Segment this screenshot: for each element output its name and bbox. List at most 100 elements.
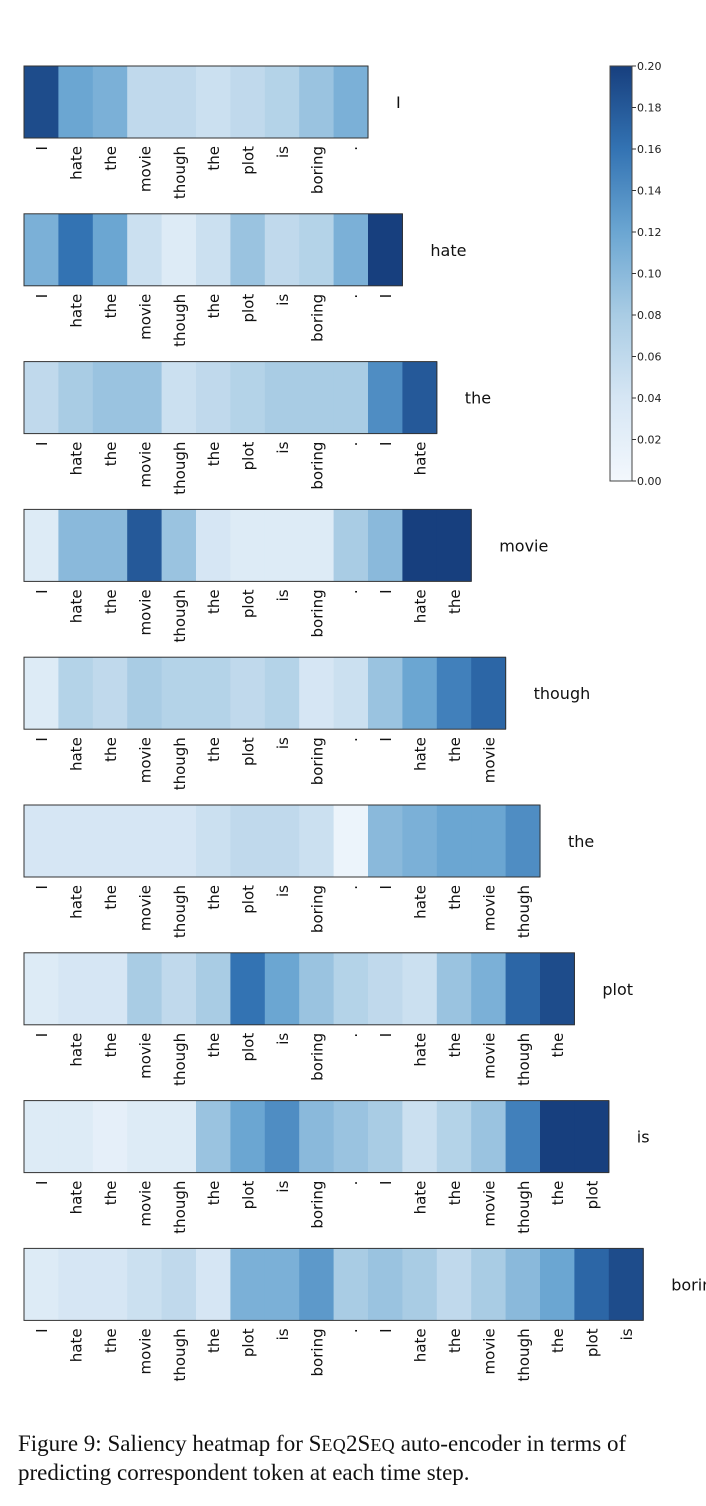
heatmap-cell: [299, 1248, 335, 1321]
source-token-label: the: [446, 1181, 464, 1206]
heatmap-row-frame: [23, 656, 507, 730]
source-token-label: boring: [308, 294, 326, 342]
heatmap-row-frame: [23, 213, 403, 287]
heatmap-cell: [264, 805, 300, 877]
colorbar-tick-label: 0.20: [637, 60, 662, 73]
heatmap-cell: [368, 361, 403, 434]
heatmap-cell: [58, 805, 94, 877]
source-token-label: the: [102, 885, 120, 910]
source-token-label: hate: [412, 1033, 430, 1067]
source-token-label: movie: [136, 442, 154, 488]
heatmap-cell: [161, 1248, 197, 1321]
heatmap-row-frame: [23, 952, 575, 1026]
source-token-label: though: [515, 1033, 533, 1086]
heatmap-cell: [127, 509, 163, 582]
source-token-label: the: [102, 294, 120, 319]
source-token-label: boring: [308, 589, 326, 637]
heatmap-cell: [299, 66, 335, 138]
source-token-label: hate: [412, 1181, 430, 1215]
heatmap-cell: [161, 361, 197, 434]
source-token-label: though: [171, 146, 189, 199]
caption-model-part: 2S: [346, 1431, 371, 1456]
source-token-label: .: [343, 885, 361, 890]
source-token-label: hate: [68, 1181, 86, 1215]
heatmap-cell: [24, 66, 59, 138]
colorbar-tick-label: 0.16: [637, 143, 662, 156]
source-token-label: the: [205, 737, 223, 762]
source-token-label: hate: [68, 885, 86, 919]
heatmap-cell: [299, 509, 335, 582]
source-token-label: though: [515, 1181, 533, 1234]
source-token-label: the: [205, 442, 223, 467]
heatmap-cell: [127, 657, 163, 730]
target-token-label: boring: [671, 1275, 706, 1294]
heatmap-cell: [196, 657, 231, 730]
heatmap-cell: [574, 1100, 610, 1173]
target-token-label: the: [465, 389, 491, 408]
source-token-label: I: [33, 1033, 51, 1037]
heatmap-cell: [127, 1248, 163, 1321]
heatmap-cell: [436, 952, 472, 1025]
source-token-label: the: [205, 885, 223, 910]
source-token-label: hate: [68, 294, 86, 328]
source-token-label: though: [515, 885, 533, 938]
heatmap-cell: [574, 1248, 610, 1321]
source-token-label: is: [274, 589, 292, 601]
heatmap-cell: [24, 1248, 59, 1321]
heatmap-cell: [161, 66, 197, 138]
heatmap-cell: [505, 1248, 541, 1321]
heatmap-row-frame: [23, 1100, 610, 1174]
source-token-label: movie: [136, 146, 154, 192]
source-token-label: hate: [412, 1328, 430, 1362]
heatmap-cell: [368, 509, 403, 582]
source-token-label: hate: [68, 737, 86, 771]
source-token-label: is: [274, 1180, 292, 1192]
heatmap-cell: [24, 213, 59, 286]
heatmap-cell: [196, 805, 231, 877]
caption-model-part: S: [308, 1431, 322, 1456]
source-token-label: I: [377, 737, 395, 741]
target-token-label: the: [568, 832, 594, 851]
source-token-label: plot: [584, 1180, 602, 1209]
heatmap-cell: [333, 361, 369, 434]
source-token-label: I: [377, 589, 395, 593]
heatmap-cell: [127, 1100, 163, 1173]
source-token-label: hate: [412, 442, 430, 476]
source-token-label: the: [205, 1033, 223, 1058]
heatmap-cell: [608, 1248, 644, 1321]
heatmap-cell: [264, 66, 300, 138]
heatmap-cell: [230, 1100, 266, 1173]
heatmap-cell: [436, 657, 472, 730]
source-token-label: the: [205, 589, 223, 614]
source-token-label: the: [102, 1181, 120, 1206]
source-token-label: the: [205, 1181, 223, 1206]
source-token-label: movie: [136, 1328, 154, 1374]
source-token-label: boring: [308, 1181, 326, 1229]
heatmap-cell: [368, 805, 403, 877]
heatmap-cell: [196, 1100, 231, 1173]
source-token-label: plot: [240, 1033, 258, 1062]
source-token-label: is: [274, 146, 292, 158]
source-token-label: though: [515, 1328, 533, 1381]
source-token-label: the: [102, 1033, 120, 1058]
colorbar-tick-label: 0.02: [637, 434, 662, 447]
source-token-label: the: [102, 1328, 120, 1353]
heatmap-cell: [58, 213, 94, 286]
heatmap-cell: [24, 952, 59, 1025]
source-token-label: the: [446, 1033, 464, 1058]
source-token-label: plot: [240, 737, 258, 766]
source-token-label: plot: [240, 1328, 258, 1357]
source-token-label: .: [343, 294, 361, 299]
heatmap-cell: [540, 952, 575, 1025]
heatmap-cell: [24, 1100, 59, 1173]
source-token-label: hate: [412, 885, 430, 919]
heatmap-cell: [24, 361, 59, 434]
heatmap-cell: [402, 361, 438, 434]
source-token-label: plot: [584, 1328, 602, 1357]
heatmap-cell: [58, 66, 94, 138]
